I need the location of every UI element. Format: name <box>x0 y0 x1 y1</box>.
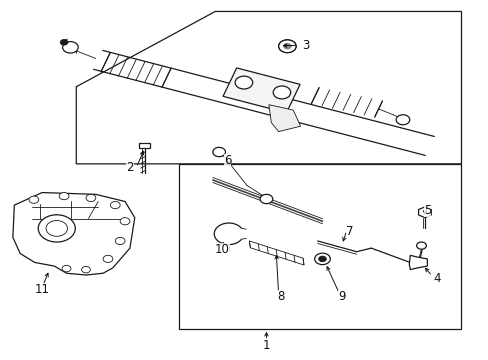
Text: 9: 9 <box>338 290 345 303</box>
Circle shape <box>260 194 272 204</box>
Circle shape <box>283 43 291 49</box>
Circle shape <box>103 255 113 262</box>
Polygon shape <box>223 68 300 113</box>
Circle shape <box>46 221 67 236</box>
Circle shape <box>29 196 39 203</box>
Text: 3: 3 <box>301 39 308 52</box>
Polygon shape <box>268 105 300 132</box>
Circle shape <box>278 40 296 53</box>
Text: 11: 11 <box>35 283 50 296</box>
Circle shape <box>81 266 90 273</box>
Circle shape <box>314 253 330 265</box>
Polygon shape <box>249 241 304 265</box>
Circle shape <box>115 237 125 244</box>
Circle shape <box>395 115 409 125</box>
Circle shape <box>273 86 290 99</box>
Text: 1: 1 <box>262 339 270 352</box>
Text: 10: 10 <box>215 243 229 256</box>
Circle shape <box>212 147 225 157</box>
Circle shape <box>86 194 96 202</box>
Circle shape <box>60 40 68 45</box>
Circle shape <box>318 256 326 262</box>
Circle shape <box>235 76 252 89</box>
Circle shape <box>120 218 130 225</box>
Polygon shape <box>13 193 135 275</box>
Text: 6: 6 <box>223 154 231 167</box>
Polygon shape <box>178 164 461 329</box>
Polygon shape <box>408 255 427 270</box>
Circle shape <box>62 265 71 272</box>
Circle shape <box>110 202 120 209</box>
Text: 7: 7 <box>345 225 352 238</box>
Text: 5: 5 <box>423 204 430 217</box>
Text: 8: 8 <box>277 290 284 303</box>
Polygon shape <box>76 12 461 164</box>
Bar <box>139 143 150 148</box>
Circle shape <box>416 242 426 249</box>
Text: 4: 4 <box>432 272 440 285</box>
Circle shape <box>59 193 69 200</box>
Polygon shape <box>418 207 430 218</box>
Text: 2: 2 <box>126 161 133 174</box>
Circle shape <box>38 215 75 242</box>
Circle shape <box>62 41 78 53</box>
